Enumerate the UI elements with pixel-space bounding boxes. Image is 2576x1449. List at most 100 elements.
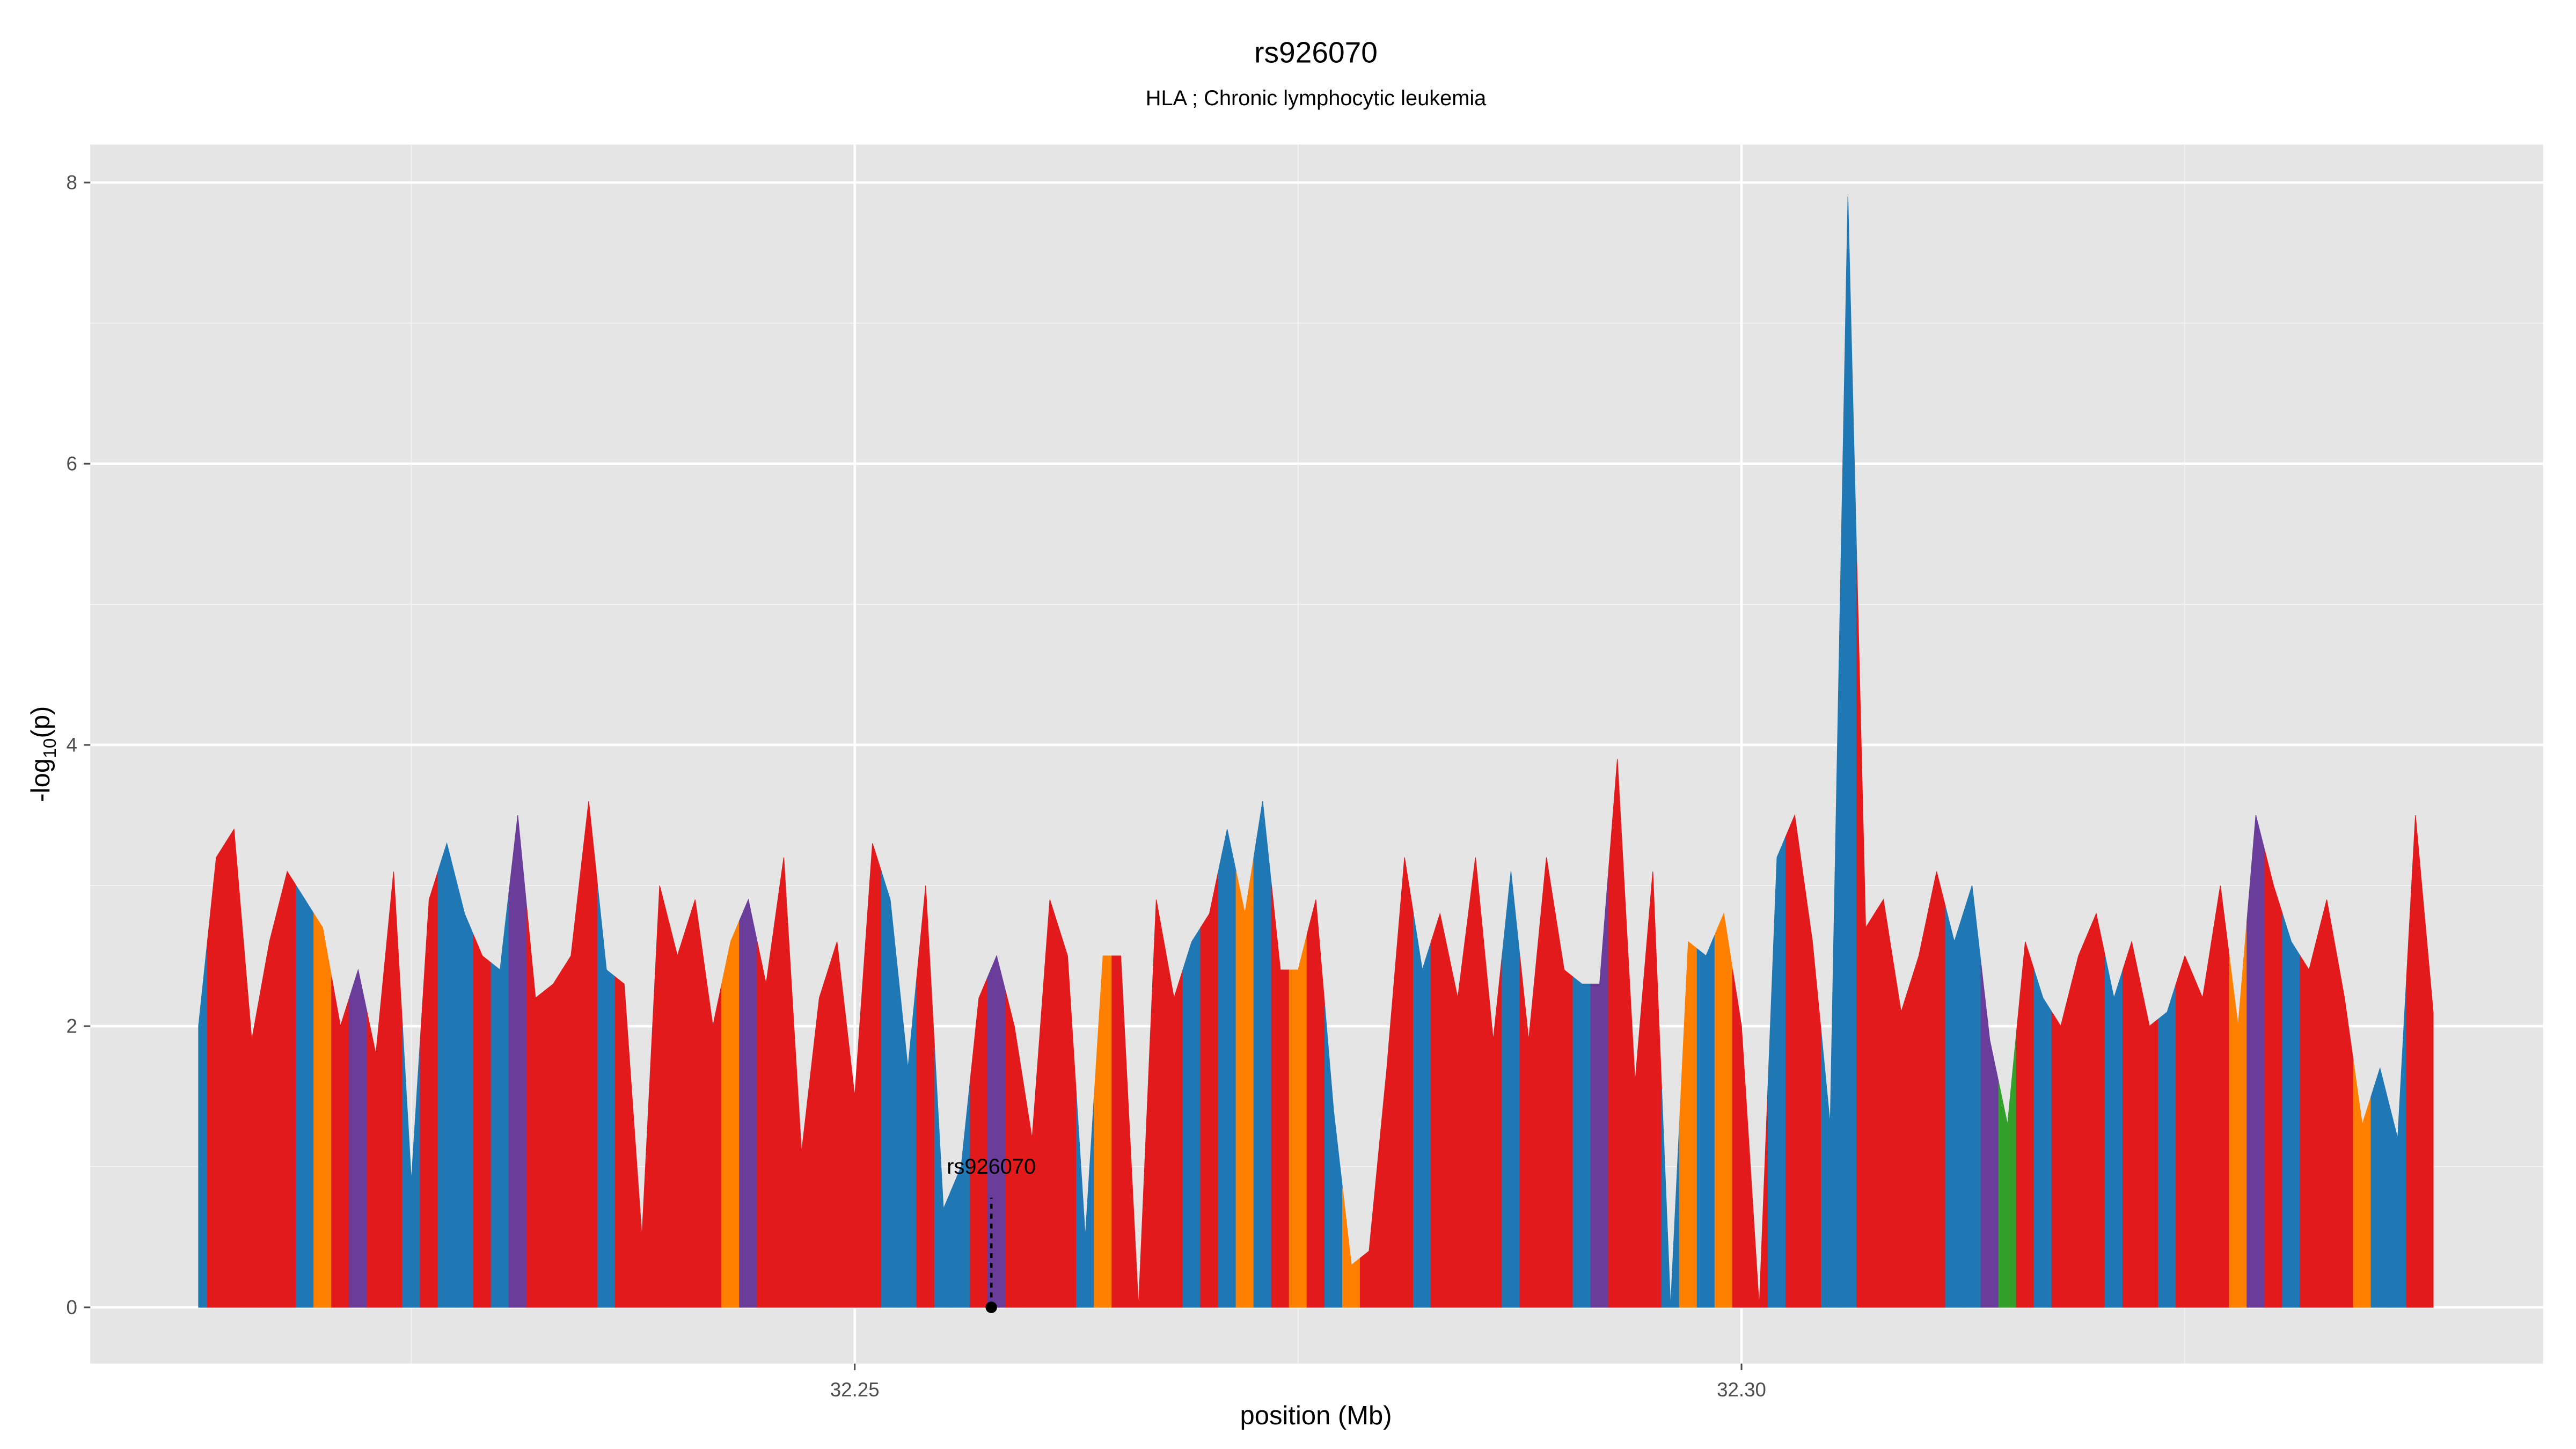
area-segment (881, 871, 899, 1308)
area-segment (1448, 927, 1467, 1308)
area-segment (526, 906, 545, 1308)
area-segment (1466, 857, 1485, 1308)
area-segment (1484, 948, 1503, 1308)
area-segment (420, 871, 438, 1308)
highlight-label: rs926070 (947, 1155, 1036, 1179)
area-segment (1129, 1103, 1148, 1308)
area-segment (1608, 759, 1627, 1308)
area-segment (1342, 1188, 1361, 1308)
area-segment (402, 1026, 421, 1308)
area-segment (1165, 948, 1183, 1308)
area-segment (1785, 814, 1804, 1308)
area-segment (455, 878, 474, 1308)
area-segment (313, 912, 332, 1308)
area-segment (1431, 912, 1450, 1308)
area-segment (1395, 857, 1414, 1308)
area-segment (774, 857, 793, 1308)
y-label-tail: (p) (26, 706, 55, 738)
y-tick-label: 6 (66, 452, 77, 474)
area-segment (1696, 934, 1716, 1308)
area-segment (2335, 948, 2354, 1308)
area-segment (1023, 1019, 1042, 1308)
area-segment (2264, 850, 2283, 1308)
area-segment (1502, 871, 1520, 1308)
area-segment (2370, 1067, 2389, 1308)
area-segment (632, 1061, 652, 1308)
area-segment (1679, 941, 1698, 1308)
area-segment (1661, 1089, 1680, 1308)
area-segment (491, 892, 509, 1308)
area-segment (1324, 1005, 1343, 1308)
area-segment (1874, 898, 1893, 1308)
area-segment (508, 815, 527, 1308)
area-segment (2176, 955, 2194, 1308)
y-axis-label: -log10(p) (26, 706, 60, 802)
area-segment (1537, 857, 1556, 1308)
area-segment (473, 934, 492, 1308)
area-segment (242, 934, 261, 1308)
area-segment (384, 871, 403, 1308)
area-segment (1005, 991, 1024, 1308)
area-segment (349, 968, 368, 1308)
area-segment (1892, 955, 1911, 1308)
area-segment (1998, 1033, 2017, 1308)
area-segment (1927, 871, 1946, 1308)
area-segment (1271, 885, 1290, 1308)
area-segment (278, 870, 297, 1308)
area-segment (650, 885, 669, 1308)
area-segment (544, 969, 563, 1308)
area-segment (1626, 920, 1644, 1308)
highlight-point (985, 1301, 997, 1313)
area-segment (1200, 871, 1219, 1308)
area-segment (579, 801, 598, 1308)
area-segment (810, 970, 829, 1308)
area-segment (2104, 955, 2124, 1308)
area-segment (898, 977, 917, 1308)
area-segment (2229, 920, 2248, 1308)
area-segment (1821, 660, 1840, 1308)
area-segment (1111, 955, 1130, 1308)
area-segment (1732, 970, 1751, 1308)
y-label-text: -log (26, 758, 55, 802)
area-segment (1094, 955, 1113, 1308)
area-segment (1058, 927, 1077, 1308)
area-segment (792, 1005, 811, 1308)
area-segment (2300, 934, 2318, 1308)
area-segment (224, 828, 244, 1308)
area-segment (1839, 196, 1857, 1308)
area-segment (1076, 1096, 1095, 1308)
area-segment (260, 906, 279, 1308)
area-segment (2353, 1061, 2372, 1308)
area-segment (614, 976, 634, 1308)
area-segment (668, 920, 687, 1308)
area-segment (437, 842, 456, 1308)
area-segment (916, 885, 935, 1308)
area-segment (331, 977, 350, 1308)
area-segment (757, 920, 775, 1308)
area-segment (1253, 801, 1272, 1308)
chart-title: rs926070 (1254, 35, 1378, 69)
area-segment (845, 970, 864, 1308)
area-segment (1714, 912, 1733, 1308)
area-segment (1041, 899, 1059, 1308)
area-segment (2016, 941, 2035, 1308)
area-segment (1218, 829, 1236, 1308)
area-segment (1519, 948, 1538, 1308)
area-segment (739, 898, 758, 1308)
area-segment (2122, 940, 2141, 1308)
area-segment (1289, 934, 1308, 1308)
area-segment (2140, 984, 2159, 1308)
area-segment (1909, 913, 1928, 1308)
area-segment (367, 963, 385, 1308)
area-segment (721, 920, 740, 1308)
area-segment (686, 899, 705, 1308)
y-tick-label: 4 (66, 734, 77, 756)
area-segment (1945, 906, 1964, 1308)
area-segment (2033, 970, 2052, 1308)
area-segment (1572, 976, 1591, 1308)
area-segment (1306, 899, 1326, 1308)
area-segment (952, 1082, 971, 1308)
area-segment (1803, 878, 1822, 1308)
area-segment (1147, 899, 1166, 1308)
